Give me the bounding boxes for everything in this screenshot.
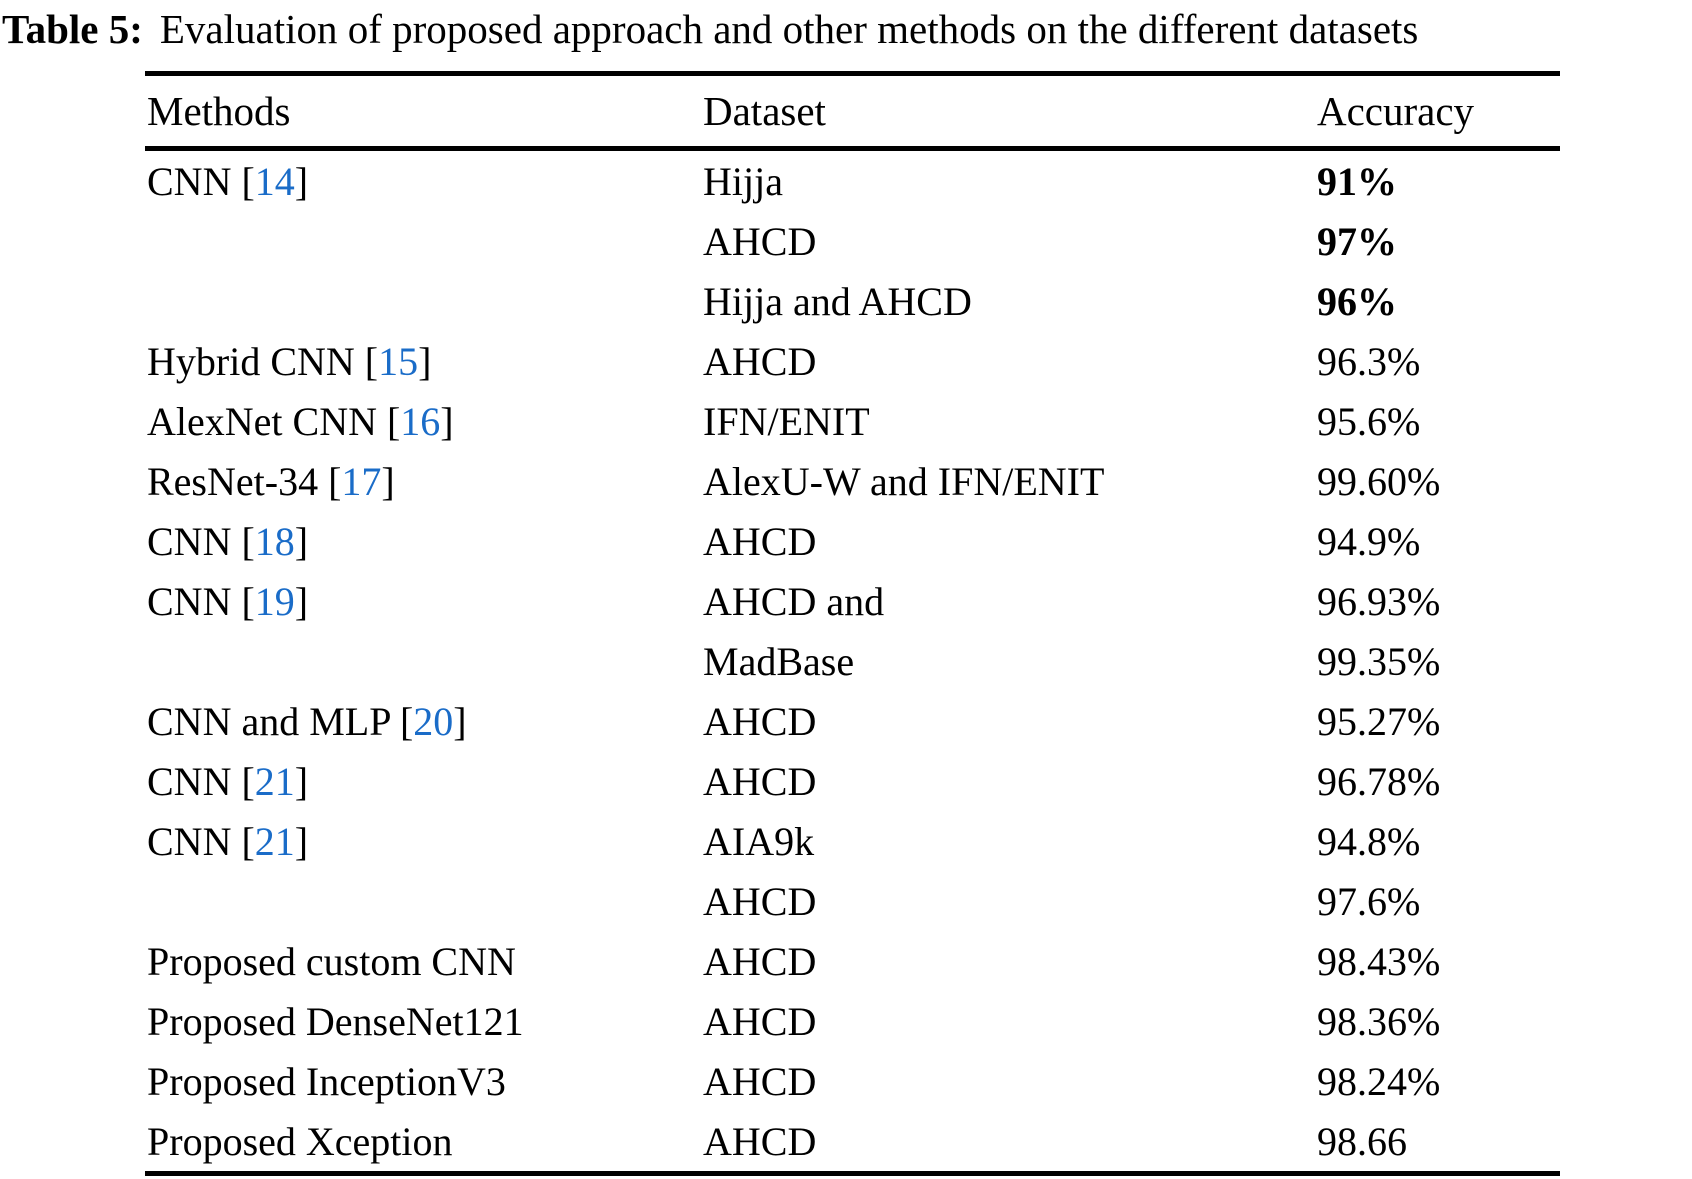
dataset-cell: AHCD	[703, 218, 817, 264]
accuracy-cell: 94.8%	[1317, 818, 1421, 864]
table-body: CNN [14] Hijja 91% AHCD 97% Hijja and AHCD 96%…	[145, 151, 1560, 1171]
dataset-cell: IFN/ENIT	[703, 398, 870, 444]
dataset-cell: MadBase	[703, 638, 855, 684]
method-cell: CNN and MLP [20]	[147, 698, 467, 744]
table-row: Proposed Xception AHCD 98.66	[145, 1111, 1560, 1171]
method-cell: Proposed custom CNN	[147, 938, 516, 984]
accuracy-cell: 94.9%	[1317, 518, 1421, 564]
accuracy-cell: 96.78%	[1317, 758, 1441, 804]
dataset-cell: AHCD	[703, 338, 817, 384]
table-row: ResNet-34 [17] AlexU-W and IFN/ENIT 99.60%	[145, 451, 1560, 511]
dataset-cell: AHCD	[703, 938, 817, 984]
accuracy-cell: 99.35%	[1317, 638, 1441, 684]
accuracy-cell: 96.3%	[1317, 338, 1421, 384]
table-row: AHCD 97.6%	[145, 871, 1560, 931]
method-cell: CNN [18]	[147, 518, 309, 564]
table-row: Proposed InceptionV3 AHCD 98.24%	[145, 1051, 1560, 1111]
method-cell: CNN [14]	[147, 158, 309, 204]
table-bottom-rule	[145, 1171, 1560, 1176]
dataset-cell: AHCD	[703, 998, 817, 1044]
dataset-cell: Hijja	[703, 158, 783, 204]
dataset-cell: AHCD	[703, 878, 817, 924]
accuracy-cell: 96%	[1317, 278, 1397, 324]
dataset-cell: AIA9k	[703, 818, 815, 864]
citation-link[interactable]: 21	[254, 758, 295, 804]
table-row: Hybrid CNN [15] AHCD 96.3%	[145, 331, 1560, 391]
table-row: CNN [18] AHCD 94.9%	[145, 511, 1560, 571]
column-header-methods: Methods	[147, 88, 291, 134]
table-row: AHCD 97%	[145, 211, 1560, 271]
accuracy-cell: 97%	[1317, 218, 1397, 264]
citation-link[interactable]: 18	[254, 518, 295, 564]
method-cell: ResNet-34 [17]	[147, 458, 395, 504]
table-caption-label: Table 5:	[2, 6, 143, 52]
accuracy-cell: 95.6%	[1317, 398, 1421, 444]
accuracy-cell: 95.27%	[1317, 698, 1441, 744]
method-cell: AlexNet CNN [16]	[147, 398, 454, 444]
accuracy-cell: 96.93%	[1317, 578, 1441, 624]
method-cell: CNN [21]	[147, 758, 309, 804]
dataset-cell: AHCD	[703, 698, 817, 744]
dataset-cell: AlexU-W and IFN/ENIT	[703, 458, 1105, 504]
table-row: AlexNet CNN [16] IFN/ENIT 95.6%	[145, 391, 1560, 451]
method-cell: Proposed InceptionV3	[147, 1058, 506, 1104]
table-row: CNN and MLP [20] AHCD 95.27%	[145, 691, 1560, 751]
method-cell: Hybrid CNN [15]	[147, 338, 432, 384]
table-header-rule	[145, 146, 1560, 151]
dataset-cell: Hijja and AHCD	[703, 278, 972, 324]
accuracy-cell: 98.24%	[1317, 1058, 1441, 1104]
dataset-cell: AHCD and	[703, 578, 885, 624]
table-row: CNN [21] AIA9k 94.8%	[145, 811, 1560, 871]
column-header-dataset: Dataset	[703, 88, 826, 134]
method-cell: Proposed Xception	[147, 1118, 453, 1164]
accuracy-cell: 99.60%	[1317, 458, 1441, 504]
accuracy-cell: 98.36%	[1317, 998, 1441, 1044]
citation-link[interactable]: 20	[413, 698, 454, 744]
accuracy-cell: 98.66	[1317, 1118, 1407, 1164]
table-top-rule	[145, 71, 1560, 76]
accuracy-cell: 91%	[1317, 158, 1397, 204]
table-caption-text: Evaluation of proposed approach and othe…	[159, 6, 1419, 52]
citation-link[interactable]: 14	[254, 158, 295, 204]
citation-link[interactable]: 17	[341, 458, 382, 504]
column-header-accuracy: Accuracy	[1317, 88, 1475, 134]
method-cell: CNN [19]	[147, 578, 309, 624]
dataset-cell: AHCD	[703, 758, 817, 804]
table-row: CNN [19] AHCD and 96.93%	[145, 571, 1560, 631]
citation-link[interactable]: 15	[378, 338, 419, 384]
table-row: MadBase 99.35%	[145, 631, 1560, 691]
table-row: Hijja and AHCD 96%	[145, 271, 1560, 331]
dataset-cell: AHCD	[703, 518, 817, 564]
method-cell: Proposed DenseNet121	[147, 998, 524, 1044]
dataset-cell: AHCD	[703, 1118, 817, 1164]
accuracy-cell: 98.43%	[1317, 938, 1441, 984]
table-caption: Table 5: Evaluation of proposed approach …	[2, 4, 1692, 54]
citation-link[interactable]: 16	[400, 398, 441, 444]
table-row: CNN [14] Hijja 91%	[145, 151, 1560, 211]
citation-link[interactable]: 21	[254, 818, 295, 864]
table-row: Proposed DenseNet121 AHCD 98.36%	[145, 991, 1560, 1051]
accuracy-cell: 97.6%	[1317, 878, 1421, 924]
citation-link[interactable]: 19	[254, 578, 295, 624]
results-table: Methods Dataset Accuracy CNN [14] Hijja 91…	[145, 71, 1560, 1176]
table-header-row: Methods Dataset Accuracy	[145, 76, 1560, 146]
method-cell: CNN [21]	[147, 818, 309, 864]
table-row: Proposed custom CNN AHCD 98.43%	[145, 931, 1560, 991]
table-row: CNN [21] AHCD 96.78%	[145, 751, 1560, 811]
dataset-cell: AHCD	[703, 1058, 817, 1104]
